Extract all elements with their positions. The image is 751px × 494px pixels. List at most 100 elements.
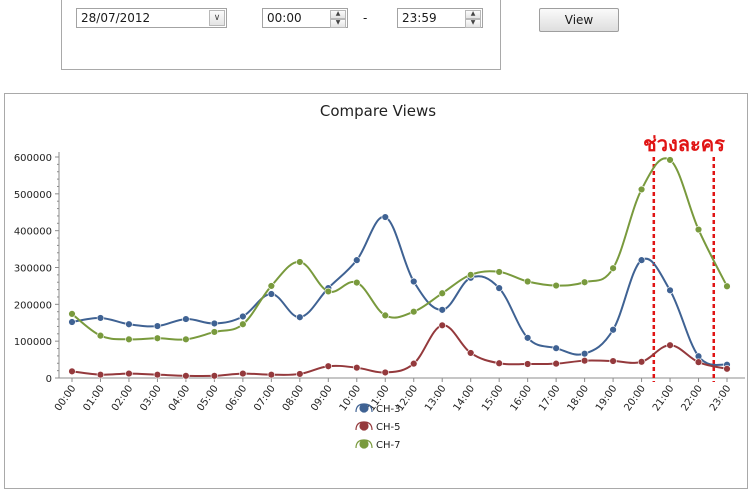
legend-item-ch-5: CH-5 (355, 421, 400, 433)
data-point-ch-3 (153, 322, 162, 330)
series-ch-5 (68, 321, 731, 380)
data-point-ch-7 (153, 334, 162, 342)
time-from-value: 00:00 (267, 11, 302, 25)
data-point-ch-3 (495, 284, 503, 292)
time-from-spin-buttons[interactable]: ▲ ▼ (330, 10, 346, 28)
spin-down-icon[interactable]: ▼ (465, 19, 481, 28)
spin-up-icon[interactable]: ▲ (465, 10, 481, 19)
data-point-ch-7 (466, 271, 475, 279)
spin-down-icon[interactable]: ▼ (330, 19, 346, 28)
x-tick-label: 14:00 (452, 383, 478, 413)
date-value: 28/07/2012 (81, 11, 151, 25)
data-point-ch-3 (666, 286, 674, 295)
data-point-ch-5 (580, 356, 589, 365)
y-tick-label: 300000 (14, 264, 52, 275)
legend-label: CH-7 (376, 440, 400, 451)
x-tick-label: 15:00 (480, 383, 506, 413)
data-point-ch-3 (182, 315, 190, 323)
series-line-ch-3 (71, 216, 728, 366)
data-point-ch-7 (410, 308, 418, 316)
data-point-ch-3 (438, 306, 446, 314)
chart-panel (4, 93, 748, 489)
data-point-ch-5 (324, 362, 333, 370)
legend-item-ch-3: CH-3 (355, 403, 400, 415)
data-point-ch-5 (609, 357, 617, 365)
data-point-ch-7 (381, 311, 389, 320)
data-point-ch-3 (609, 326, 617, 334)
data-point-ch-5 (182, 372, 190, 380)
data-point-ch-7 (694, 225, 703, 234)
x-tick-label: 01:00 (81, 383, 107, 413)
time-from-spinner[interactable]: 00:00 ▲ ▼ (262, 8, 348, 28)
series-line-ch-7 (71, 157, 728, 341)
annotation-text: ช่วงละคร (643, 132, 725, 156)
data-point-ch-5 (125, 369, 133, 378)
legend-marker (359, 421, 369, 431)
annotation-lines (652, 157, 716, 382)
x-tick-label: 16:00 (509, 383, 535, 413)
time-to-value: 23:59 (402, 11, 437, 25)
legend-label: CH-5 (376, 422, 400, 433)
legend-marker (359, 439, 369, 449)
data-point-ch-5 (666, 341, 674, 349)
data-point-ch-7 (324, 287, 333, 296)
x-tick-label: 19:00 (594, 383, 620, 413)
data-point-ch-5 (552, 359, 560, 368)
data-point-ch-7 (666, 156, 674, 164)
data-point-ch-5 (96, 370, 105, 379)
x-tick-label: 22:00 (679, 383, 705, 413)
time-to-spin-buttons[interactable]: ▲ ▼ (465, 10, 481, 28)
legend-item-ch-7: CH-7 (355, 439, 400, 451)
data-point-ch-7 (523, 277, 532, 286)
x-tick-label: 20:00 (622, 383, 648, 413)
x-tick-label: 03:00 (138, 383, 164, 413)
view-button[interactable]: View (539, 8, 619, 32)
x-tick-label: 07:00 (252, 383, 278, 413)
data-point-ch-5 (466, 349, 475, 357)
x-tick-label: 18:00 (566, 383, 592, 413)
y-tick-label: 100000 (14, 337, 52, 348)
y-tick-label: 0 (46, 374, 52, 385)
time-to-spinner[interactable]: 23:59 ▲ ▼ (397, 8, 483, 28)
spin-up-icon[interactable]: ▲ (330, 10, 346, 19)
data-point-ch-5 (694, 358, 703, 366)
x-tick-label: 08:00 (281, 383, 307, 413)
x-tick-label: 09:00 (309, 383, 335, 413)
data-point-ch-5 (353, 363, 361, 372)
x-tick-label: 05:00 (195, 383, 221, 413)
data-point-ch-3 (96, 314, 105, 322)
data-point-ch-3 (68, 318, 76, 326)
data-point-ch-5 (296, 370, 304, 378)
data-point-ch-3 (353, 256, 361, 264)
data-point-ch-7 (239, 320, 247, 328)
x-tick-label: 00:00 (53, 383, 79, 413)
data-point-ch-3 (267, 290, 276, 298)
data-point-ch-3 (637, 256, 646, 264)
date-picker[interactable]: 28/07/2012 ∨ (76, 8, 227, 28)
y-tick-label: 400000 (14, 227, 52, 238)
data-point-ch-3 (239, 312, 247, 321)
data-point-ch-7 (438, 289, 446, 297)
data-point-ch-7 (353, 278, 361, 287)
x-tick-label: 10:00 (338, 383, 364, 413)
chart-title: Compare Views (320, 102, 436, 120)
data-point-ch-5 (239, 369, 247, 378)
data-point-ch-3 (523, 334, 532, 342)
chevron-down-icon[interactable]: ∨ (209, 10, 225, 26)
legend-label: CH-3 (376, 404, 400, 415)
data-point-ch-7 (723, 282, 731, 290)
data-point-ch-5 (68, 367, 76, 376)
x-tick-label: 21:00 (651, 383, 677, 413)
data-point-ch-5 (523, 360, 532, 368)
data-point-ch-5 (495, 359, 503, 367)
data-point-ch-7 (96, 331, 105, 340)
data-point-ch-7 (580, 278, 589, 286)
x-tick-label: 13:00 (423, 383, 449, 413)
data-point-ch-7 (552, 281, 560, 290)
data-point-ch-7 (495, 268, 503, 276)
time-separator: - (363, 11, 368, 25)
x-tick-label: 04:00 (167, 383, 193, 413)
data-point-ch-3 (381, 213, 389, 221)
y-tick-label: 500000 (14, 190, 52, 201)
data-point-ch-3 (125, 320, 133, 328)
